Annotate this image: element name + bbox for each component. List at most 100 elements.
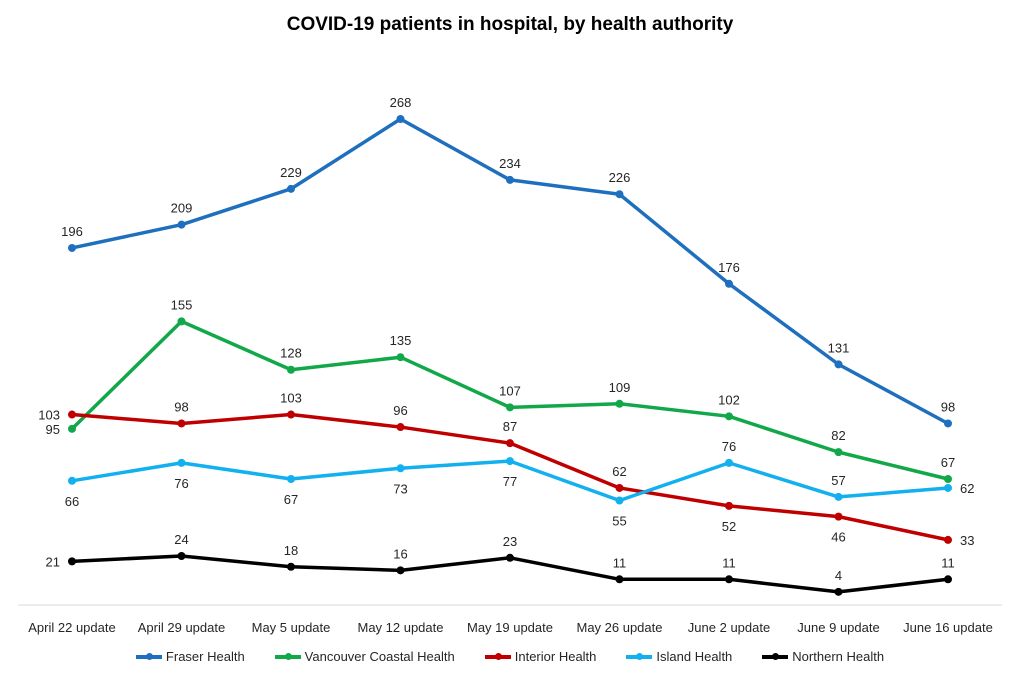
data-point[interactable] (725, 501, 733, 510)
data-point[interactable] (506, 457, 514, 466)
data-point[interactable] (177, 458, 186, 467)
legend-item[interactable]: Island Health (626, 649, 732, 664)
data-label: 24 (174, 532, 188, 547)
data-point[interactable] (177, 419, 186, 428)
data-point[interactable] (506, 175, 514, 184)
x-tick-label: May 5 update (252, 620, 331, 635)
data-label: 33 (960, 533, 974, 548)
data-point[interactable] (287, 365, 295, 374)
legend-item[interactable]: Northern Health (762, 649, 884, 664)
data-point[interactable] (834, 512, 843, 521)
data-label: 82 (831, 428, 845, 443)
data-label: 103 (280, 391, 302, 406)
legend-item[interactable]: Vancouver Coastal Health (274, 649, 455, 664)
data-label: 268 (390, 95, 412, 110)
data-point[interactable] (68, 557, 76, 566)
data-point[interactable] (177, 317, 186, 326)
data-label: 135 (390, 333, 412, 348)
data-point[interactable] (287, 562, 295, 571)
x-tick-label: April 22 update (28, 620, 115, 635)
data-label: 11 (722, 555, 736, 570)
data-label: 98 (174, 399, 188, 414)
data-point[interactable] (944, 535, 952, 544)
legend-label: Northern Health (792, 649, 885, 664)
data-point[interactable] (944, 475, 952, 483)
data-label: 4 (835, 568, 842, 583)
data-point[interactable] (834, 360, 843, 369)
data-point[interactable] (615, 575, 624, 584)
data-label: 103 (38, 408, 60, 423)
data-label: 196 (61, 224, 83, 239)
data-label: 107 (499, 383, 521, 398)
data-label: 209 (171, 201, 193, 216)
legend-line-marker-icon (762, 652, 789, 660)
data-label: 176 (718, 260, 740, 275)
data-point[interactable] (177, 552, 186, 561)
data-point[interactable] (506, 439, 514, 448)
x-tick-label: June 9 update (797, 620, 879, 635)
legend-line-marker-icon (274, 652, 301, 660)
data-point[interactable] (725, 575, 733, 584)
x-tick-label: May 19 update (467, 620, 553, 635)
data-point[interactable] (396, 566, 405, 575)
data-label: 98 (941, 399, 955, 414)
data-point[interactable] (396, 115, 405, 123)
data-point[interactable] (68, 410, 76, 419)
data-point[interactable] (396, 353, 405, 362)
legend: Fraser Health Vancouver Coastal Health Int… (0, 649, 1020, 664)
data-point[interactable] (68, 424, 76, 433)
legend-label: Vancouver Coastal Health (304, 649, 455, 664)
series-vancouver-coastal-health: 95 155 128 135 107 109 102 82 67 (46, 297, 955, 483)
data-label: 87 (503, 419, 517, 434)
data-label: 21 (46, 554, 60, 569)
data-label: 67 (941, 455, 955, 470)
data-point[interactable] (834, 448, 843, 457)
data-label: 11 (613, 555, 627, 570)
data-label: 234 (499, 156, 521, 171)
data-point[interactable] (725, 412, 733, 421)
data-label: 76 (174, 476, 188, 491)
legend-line-marker-icon (135, 652, 162, 660)
data-point[interactable] (287, 475, 295, 483)
data-point[interactable] (68, 243, 76, 252)
legend-label: Interior Health (514, 649, 597, 664)
data-point[interactable] (68, 476, 76, 485)
data-point[interactable] (615, 190, 624, 199)
data-label: 131 (828, 340, 850, 355)
data-point[interactable] (287, 410, 295, 419)
data-point[interactable] (287, 184, 295, 193)
data-point[interactable] (834, 587, 843, 596)
data-point[interactable] (506, 553, 514, 562)
data-label: 128 (280, 346, 302, 361)
legend-line-marker-icon (626, 652, 653, 660)
data-point[interactable] (396, 464, 405, 473)
chart-title: COVID-19 patients in hospital, by health… (286, 14, 734, 35)
data-label: 102 (718, 392, 740, 407)
data-label: 11 (941, 555, 955, 570)
data-label: 52 (722, 519, 736, 534)
x-tick-label: April 29 update (138, 620, 225, 635)
data-point[interactable] (944, 575, 952, 584)
data-point[interactable] (834, 492, 843, 501)
data-point[interactable] (944, 483, 952, 492)
data-point[interactable] (396, 423, 405, 432)
data-point[interactable] (177, 220, 186, 229)
legend-line-marker-icon (484, 652, 511, 660)
data-point[interactable] (615, 496, 624, 505)
series-island-health: 66 76 67 73 77 55 76 57 62 (65, 439, 975, 529)
data-point[interactable] (725, 458, 733, 467)
data-point[interactable] (725, 279, 733, 288)
data-label: 57 (831, 473, 845, 488)
data-label: 95 (46, 422, 60, 437)
legend-item[interactable]: Interior Health (484, 649, 597, 664)
data-label: 77 (503, 474, 517, 489)
legend-item[interactable]: Fraser Health (135, 649, 245, 664)
data-point[interactable] (506, 403, 514, 412)
data-label: 16 (393, 546, 407, 561)
legend-label: Fraser Health (165, 649, 245, 664)
data-point[interactable] (615, 483, 624, 492)
data-point[interactable] (615, 399, 624, 408)
data-point[interactable] (944, 419, 952, 428)
data-label: 62 (612, 464, 626, 479)
